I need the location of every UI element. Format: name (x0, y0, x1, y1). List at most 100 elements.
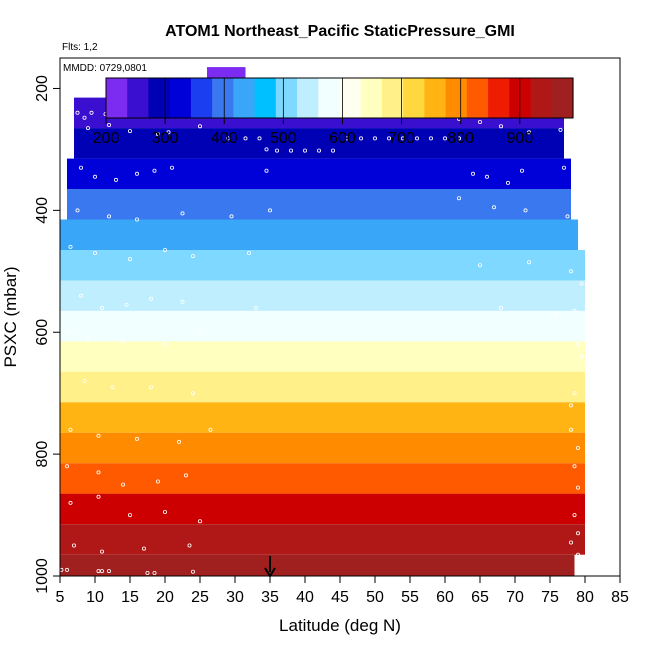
heatmap-band-4 (67, 158, 571, 190)
track-point-49 (264, 168, 269, 173)
track-point-87 (162, 342, 167, 347)
track-point-113 (127, 513, 132, 518)
track-point-84 (65, 330, 70, 335)
track-point-36 (372, 136, 377, 141)
track-point-98 (96, 433, 101, 438)
track-point-112 (96, 494, 101, 499)
track-point-7 (82, 115, 87, 120)
colorbar-swatch-14 (381, 78, 404, 118)
track-point-88 (197, 330, 202, 335)
x-tick-label: 45 (331, 589, 349, 606)
track-point-102 (569, 427, 574, 432)
track-point-74 (579, 281, 584, 286)
track-point-24 (477, 120, 482, 125)
track-point-44 (93, 174, 98, 179)
x-tick-label: 25 (191, 589, 209, 606)
track-point-63 (523, 208, 528, 213)
track-point-20 (225, 136, 230, 141)
heatmap-band-3 (74, 128, 564, 159)
track-point-38 (400, 136, 405, 141)
track-point-69 (190, 254, 195, 259)
y-axis-label: PSXC (mbar) (1, 266, 20, 367)
track-point-104 (65, 464, 70, 469)
track-point-14 (86, 126, 91, 131)
colorbar-swatch-1 (106, 78, 128, 118)
track-point-79 (180, 299, 185, 304)
track-point-114 (162, 509, 167, 514)
x-tick-label: 30 (226, 589, 244, 606)
colorbar-swatch-2 (127, 78, 150, 118)
track-point-91 (82, 378, 87, 383)
colorbar-swatch-18 (466, 78, 489, 118)
x-tick-label: 65 (471, 589, 489, 606)
track-point-51 (484, 174, 489, 179)
marker-arrowhead (264, 567, 276, 578)
track-point-73 (569, 269, 574, 274)
flights-label: Flts: 1,2 (62, 42, 98, 53)
track-point-46 (134, 171, 139, 176)
track-point-30 (288, 148, 293, 153)
position-marker (264, 556, 276, 578)
track-point-123 (576, 552, 581, 557)
track-point-55 (75, 208, 80, 213)
x-tick-label: 20 (156, 589, 174, 606)
track-point-25 (498, 124, 503, 129)
track-point-75 (79, 293, 84, 298)
track-point-39 (414, 136, 419, 141)
track-point-131 (190, 569, 195, 574)
track-point-108 (183, 473, 188, 478)
x-tick-label: 75 (541, 589, 559, 606)
track-point-45 (114, 177, 119, 182)
track-point-57 (134, 217, 139, 222)
track-point-94 (190, 391, 195, 396)
heatmap-band-6 (60, 219, 578, 250)
colorbar-swatch-21 (530, 78, 553, 118)
x-tick-label: 85 (611, 589, 629, 606)
heatmap-band-9 (60, 310, 585, 342)
x-tick-label: 60 (436, 589, 454, 606)
track-point-118 (72, 543, 77, 548)
x-axis-label: Latitude (deg N) (279, 616, 401, 635)
heatmap-band-13 (60, 432, 585, 464)
track-point-47 (152, 168, 157, 173)
track-point-115 (197, 519, 202, 524)
track-point-32 (316, 148, 321, 153)
track-point-66 (93, 250, 98, 255)
track-point-103 (576, 445, 581, 450)
track-point-48 (169, 165, 174, 170)
colorbar-frame (105, 77, 574, 119)
track-point-58 (180, 211, 185, 216)
x-tick-label: 10 (86, 589, 104, 606)
track-point-62 (491, 205, 496, 210)
heatmap-band-5 (67, 189, 571, 220)
date-label: MMDD: 0729,0801 (63, 63, 147, 74)
track-point-71 (477, 263, 482, 268)
colorbar-swatch-10 (297, 78, 319, 118)
y-tick-label: 600 (34, 319, 51, 346)
colorbar-swatch-7 (233, 78, 256, 118)
track-point-34 (344, 136, 349, 141)
heatmap-band-8 (60, 280, 585, 311)
colorbar-swatch-6 (212, 78, 234, 118)
track-point-96 (569, 403, 574, 408)
track-point-54 (562, 165, 567, 170)
x-tick-label: 40 (296, 589, 314, 606)
track-point-31 (302, 148, 307, 153)
colorbar-tick-label: 700 (388, 130, 415, 147)
track-point-64 (565, 214, 570, 219)
flight-track (59, 86, 584, 576)
x-tick-label: 15 (121, 589, 139, 606)
track-point-6 (75, 110, 80, 115)
track-point-125 (65, 567, 70, 572)
track-point-16 (127, 129, 132, 134)
track-point-130 (152, 571, 157, 576)
track-point-119 (100, 549, 105, 554)
track-point-83 (572, 308, 577, 313)
track-point-26 (527, 130, 532, 135)
y-tick-label: 800 (34, 441, 51, 468)
track-point-127 (100, 569, 105, 574)
track-point-77 (124, 302, 129, 307)
track-point-92 (110, 385, 115, 390)
track-point-95 (572, 391, 577, 396)
